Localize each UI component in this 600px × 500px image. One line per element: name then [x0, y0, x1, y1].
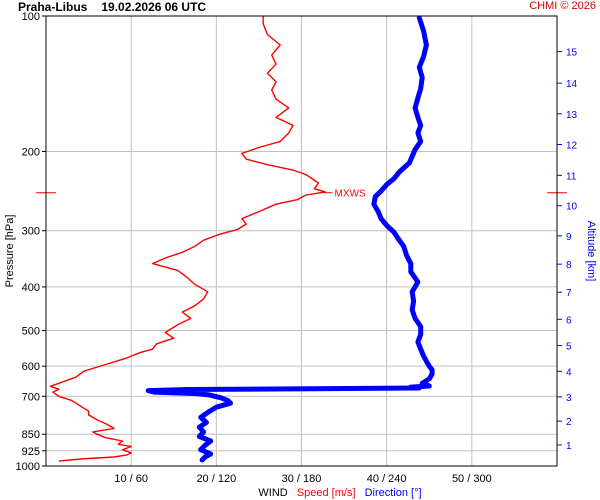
pressure-tick-label: 700 — [22, 391, 40, 403]
altitude-tick-label: 7 — [566, 288, 572, 299]
altitude-tick-label: 5 — [566, 342, 572, 353]
altitude-tick-label: 14 — [566, 79, 578, 90]
pressure-tick-label: 500 — [22, 326, 40, 338]
station-name: Praha-Libus — [18, 0, 88, 14]
y-axis-label: Pressure [hPa] — [4, 215, 16, 288]
pressure-tick-label: 600 — [22, 361, 40, 373]
x-tick-label: 50 / 300 — [452, 473, 492, 485]
grid-lines — [46, 16, 557, 466]
x-tick-label: 10 / 60 — [114, 473, 148, 485]
x-axis-label-direction: Direction [°] — [365, 487, 422, 499]
x-axis-label-prefix: WIND — [258, 487, 287, 499]
pressure-tick-label: 300 — [22, 226, 40, 238]
mxws-label: MXWS — [334, 189, 365, 200]
pressure-tick-label: 850 — [22, 429, 40, 441]
copyright-credit: CHMI © 2026 — [529, 0, 596, 12]
altitude-tick-label: 3 — [566, 393, 572, 404]
altitude-tick-label: 10 — [566, 202, 578, 213]
x-tick-label: 20 / 120 — [196, 473, 236, 485]
pressure-tick-label: 400 — [22, 282, 40, 294]
altitude-tick-label: 15 — [566, 48, 578, 59]
altitude-tick-label: 4 — [566, 367, 572, 378]
altitude-tick-label: 1 — [566, 441, 572, 452]
direction-series-line — [145, 15, 435, 463]
altitude-tick-label: 11 — [566, 171, 577, 182]
chart-header: Praha-Libus 19.02.2026 06 UTC — [18, 0, 220, 14]
altitude-tick-label: 12 — [566, 141, 578, 152]
sounding-datetime: 19.02.2026 06 UTC — [101, 0, 207, 14]
altitude-tick-label: 13 — [566, 110, 578, 121]
data-series: MXWS — [36, 15, 567, 463]
altitude-tick-label: 6 — [566, 315, 572, 326]
x-tick-label: 40 / 240 — [367, 473, 407, 485]
plot-frame — [45, 15, 558, 467]
pressure-tick-label: 1000 — [16, 461, 40, 473]
altitude-tick-label: 8 — [566, 260, 572, 271]
pressure-tick-label: 100 — [22, 11, 40, 23]
y2-axis-label: Altitude [km] — [585, 221, 597, 282]
axis-labels: Pressure [hPa] Altitude [km] WIND Speed … — [4, 215, 597, 499]
x-tick-label: 30 / 180 — [282, 473, 322, 485]
x-axis-label-speed: Speed [m/s] — [297, 487, 356, 499]
pressure-tick-label: 200 — [22, 146, 40, 158]
x-axis-label: WIND Speed [m/s] Direction [°] — [258, 487, 421, 499]
speed-series-line — [49, 16, 326, 462]
altitude-tick-label: 2 — [566, 417, 572, 428]
pressure-tick-label: 925 — [22, 446, 40, 458]
altitude-tick-label: 9 — [566, 232, 572, 243]
